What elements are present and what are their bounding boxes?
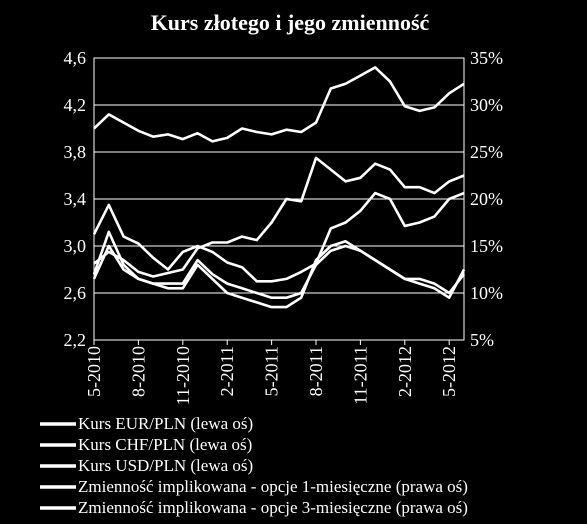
y-left-tick-label: 3,8 — [64, 142, 87, 162]
x-tick-label: 5-2010 — [84, 346, 104, 397]
y-left-tick-label: 3,0 — [64, 236, 87, 256]
y-right-tick-label: 25% — [470, 142, 503, 162]
y-right-tick-label: 10% — [470, 283, 503, 303]
legend-label-3: Kurs USD/PLN (lewa oś) — [78, 456, 253, 475]
y-axis-left: 2,2 2,6 3,0 3,4 3,8 4,2 4,6 — [64, 48, 87, 350]
series-line-1 — [93, 66, 465, 143]
x-tick-label: 5-2011 — [262, 346, 282, 396]
y-axis-right: 5% 10% 15% 20% 25% 30% 35% — [470, 48, 503, 350]
x-axis: 5-2010 8-2010 11-2010 2-2011 5-2011 8-2011 11-… — [84, 340, 459, 405]
legend-label-1: Kurs EUR/PLN (lewa oś) — [78, 414, 253, 433]
y-left-tick-label: 2,6 — [64, 283, 87, 303]
y-right-tick-label: 30% — [470, 95, 503, 115]
legend: Kurs EUR/PLN (lewa oś) Kurs CHF/PLN (lewa… — [40, 414, 468, 517]
legend-label-2: Kurs CHF/PLN (lewa oś) — [78, 435, 252, 454]
series-line-5 — [92, 244, 466, 299]
x-tick-label: 8-2010 — [128, 346, 148, 397]
series-line-4 — [92, 230, 466, 309]
y-right-tick-label: 5% — [470, 330, 494, 350]
series-line-3 — [92, 191, 465, 283]
y-right-tick-label: 35% — [470, 48, 503, 68]
series-line-2 — [93, 156, 465, 278]
y-left-tick-label: 2,2 — [64, 330, 87, 350]
x-tick-label: 8-2011 — [306, 346, 326, 396]
x-tick-label: 2-2012 — [395, 346, 415, 397]
y-left-tick-label: 4,2 — [64, 95, 87, 115]
y-left-tick-label: 4,6 — [64, 48, 87, 68]
y-right-tick-label: 20% — [470, 189, 503, 209]
x-tick-label: 2-2011 — [217, 346, 237, 396]
x-tick-label: 11-2011 — [350, 346, 370, 405]
legend-label-4: Zmienność implikowana - opcje 1-miesięcz… — [78, 477, 468, 496]
y-right-tick-label: 15% — [470, 236, 503, 256]
plot-frame — [93, 57, 465, 341]
chart-title: Kurs złotego i jego zmienność — [151, 10, 430, 35]
y-left-tick-label: 3,4 — [64, 189, 87, 209]
x-tick-label: 11-2010 — [173, 346, 193, 405]
x-tick-label: 5-2012 — [439, 346, 459, 397]
legend-label-5: Zmienność implikowana - opcje 3-miesięcz… — [78, 498, 468, 517]
series-layer — [92, 66, 466, 309]
